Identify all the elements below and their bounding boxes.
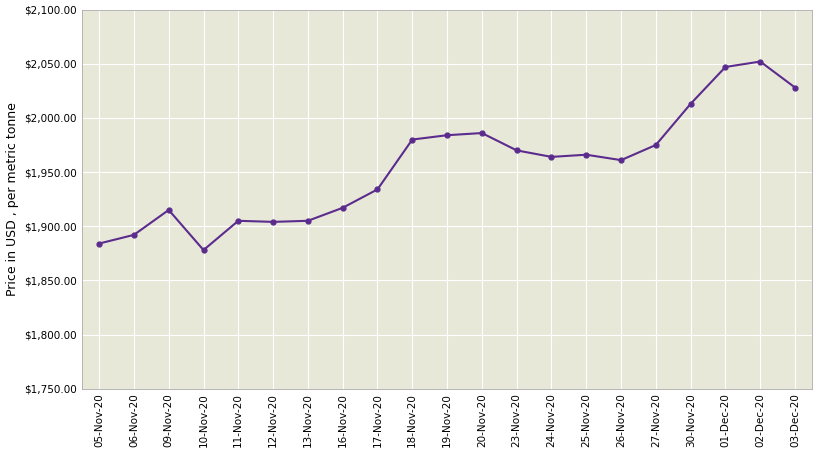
Y-axis label: Price in USD , per metric tonne: Price in USD , per metric tonne bbox=[6, 102, 19, 296]
